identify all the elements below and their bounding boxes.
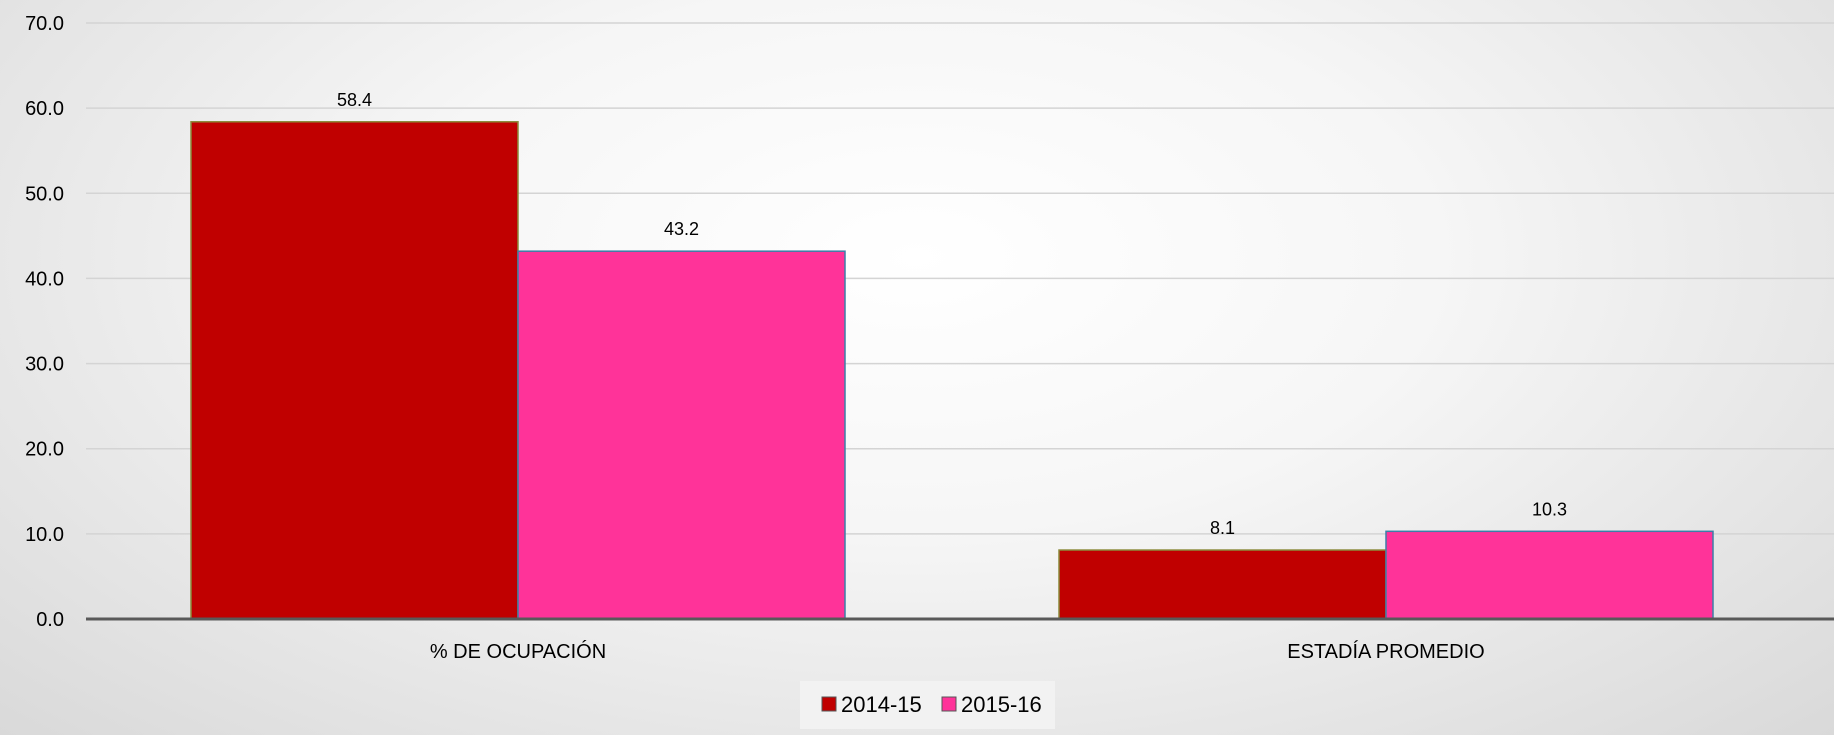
y-tick-label: 60.0 [25, 98, 64, 120]
y-tick-label: 0.0 [36, 609, 64, 631]
bar-2015-16 [517, 250, 846, 620]
legend-box [800, 681, 1055, 729]
data-label: 8.1 [1210, 518, 1235, 538]
y-tick-label: 50.0 [25, 183, 64, 205]
data-label: 10.3 [1532, 499, 1567, 519]
legend-label: 2015-16 [961, 692, 1042, 717]
category-label: ESTADÍA PROMEDIO [1287, 640, 1484, 663]
legend-label: 2014-15 [841, 692, 922, 717]
y-tick-label: 20.0 [25, 439, 64, 461]
legend-swatch [821, 696, 837, 712]
data-label: 43.2 [664, 219, 699, 239]
data-label: 58.4 [337, 90, 372, 110]
bar-2014-15 [190, 121, 519, 620]
y-tick-label: 40.0 [25, 268, 64, 290]
y-tick-label: 70.0 [25, 13, 64, 35]
bar-2015-16 [1385, 530, 1714, 620]
category-label: % DE OCUPACIÓN [430, 640, 606, 663]
y-tick-label: 30.0 [25, 354, 64, 376]
y-tick-label: 10.0 [25, 524, 64, 546]
legend-swatch [941, 696, 957, 712]
bar-2014-15 [1058, 549, 1387, 620]
